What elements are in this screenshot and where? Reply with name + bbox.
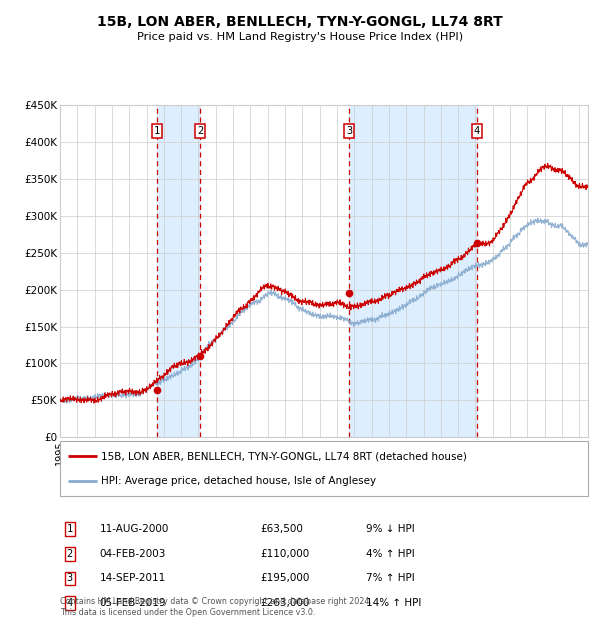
Text: 7% ↑ HPI: 7% ↑ HPI: [366, 574, 415, 583]
Text: 05-FEB-2019: 05-FEB-2019: [100, 598, 166, 608]
Text: 04-FEB-2003: 04-FEB-2003: [100, 549, 166, 559]
Text: 2: 2: [67, 549, 73, 559]
Text: 4: 4: [67, 598, 73, 608]
FancyBboxPatch shape: [60, 441, 588, 496]
Text: 14% ↑ HPI: 14% ↑ HPI: [366, 598, 422, 608]
Text: 4% ↑ HPI: 4% ↑ HPI: [366, 549, 415, 559]
Text: £195,000: £195,000: [260, 574, 310, 583]
Text: £63,500: £63,500: [260, 524, 304, 534]
Text: 1: 1: [154, 126, 160, 136]
Bar: [157, 105, 200, 437]
Text: 11-AUG-2000: 11-AUG-2000: [100, 524, 169, 534]
Bar: [349, 105, 477, 437]
Text: 2: 2: [197, 126, 203, 136]
Text: 1: 1: [67, 524, 73, 534]
Text: 14-SEP-2011: 14-SEP-2011: [100, 574, 166, 583]
Text: £110,000: £110,000: [260, 549, 310, 559]
Text: 3: 3: [346, 126, 352, 136]
Text: 4: 4: [474, 126, 480, 136]
Text: Price paid vs. HM Land Registry's House Price Index (HPI): Price paid vs. HM Land Registry's House …: [137, 32, 463, 42]
Text: 3: 3: [67, 574, 73, 583]
Text: 15B, LON ABER, BENLLECH, TYN-Y-GONGL, LL74 8RT (detached house): 15B, LON ABER, BENLLECH, TYN-Y-GONGL, LL…: [101, 451, 467, 461]
Text: £263,000: £263,000: [260, 598, 310, 608]
Text: 9% ↓ HPI: 9% ↓ HPI: [366, 524, 415, 534]
Text: HPI: Average price, detached house, Isle of Anglesey: HPI: Average price, detached house, Isle…: [101, 476, 376, 486]
Text: 15B, LON ABER, BENLLECH, TYN-Y-GONGL, LL74 8RT: 15B, LON ABER, BENLLECH, TYN-Y-GONGL, LL…: [97, 16, 503, 30]
Text: Contains HM Land Registry data © Crown copyright and database right 2024.
This d: Contains HM Land Registry data © Crown c…: [60, 598, 372, 617]
